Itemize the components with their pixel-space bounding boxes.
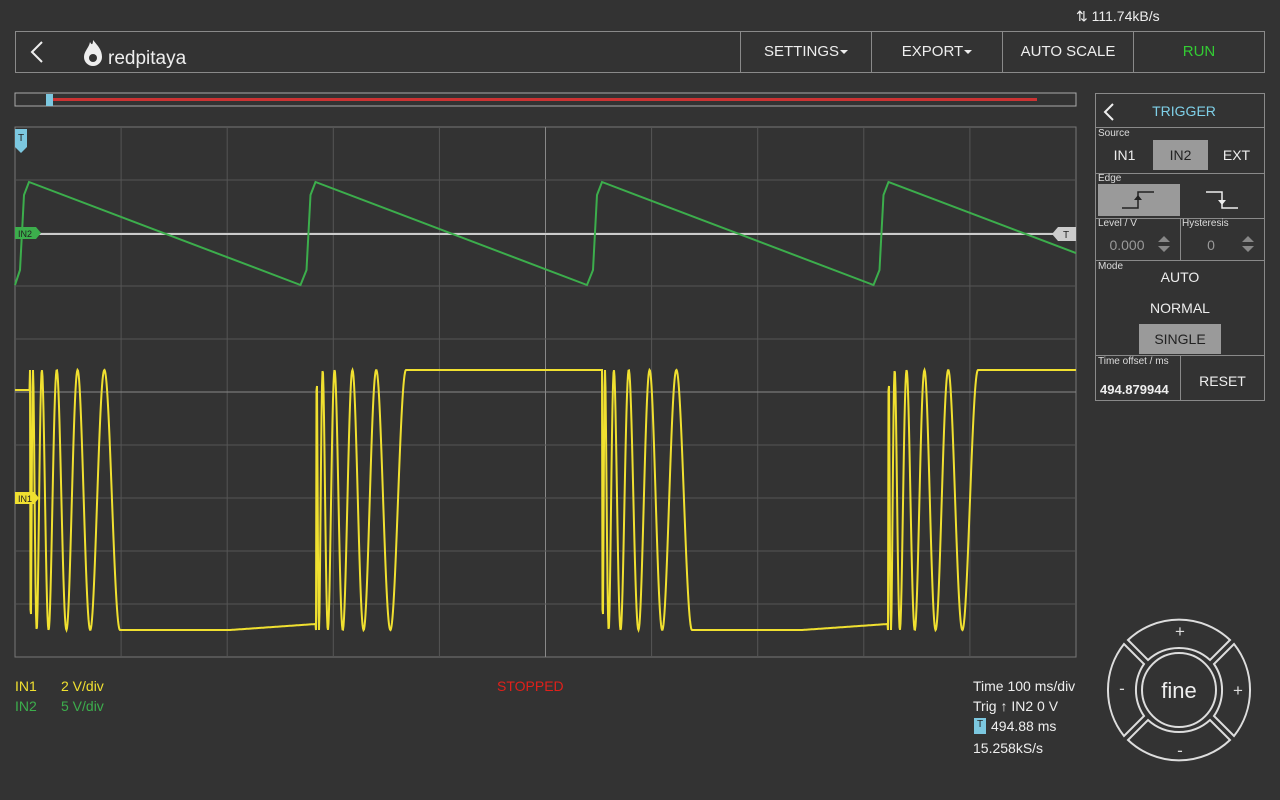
in1-scale: 2 V/div — [61, 678, 104, 694]
menu-label: EXPORT — [901, 43, 964, 60]
jog-right-label: + — [1233, 681, 1243, 700]
offset-value[interactable]: 494.879944 — [1100, 382, 1169, 397]
source-ext[interactable]: EXT — [1222, 147, 1251, 163]
mode-normal[interactable]: NORMAL — [1150, 300, 1210, 316]
source-label: Source — [1098, 128, 1130, 139]
jog-top[interactable] — [1126, 618, 1232, 662]
in2-trace — [14, 180, 1077, 287]
mode-label: Mode — [1098, 261, 1124, 272]
mode-single[interactable]: SINGLE — [1139, 324, 1221, 354]
in1-trace — [15, 366, 1076, 634]
trigger-time-marker[interactable] — [15, 129, 27, 153]
logo-icon — [84, 40, 102, 66]
panel-back[interactable] — [1102, 102, 1116, 122]
hysteresis-spinner[interactable] — [1240, 234, 1256, 254]
auto-scale[interactable]: AUTO SCALE — [1002, 32, 1133, 72]
mode-auto[interactable]: AUTO — [1160, 269, 1200, 285]
marker-label: T — [1063, 230, 1069, 241]
jog-bottom-label: - — [1177, 741, 1183, 760]
settings-menu[interactable]: SETTINGS — [740, 32, 871, 72]
back-button[interactable] — [28, 40, 48, 64]
jog-left[interactable] — [1106, 642, 1146, 738]
header: redpitaya SETTINGS EXPORT AUTO SCALE RUN — [15, 31, 1265, 73]
marker-label: IN2 — [18, 229, 32, 239]
panel-title: TRIGGER — [1152, 103, 1216, 119]
hysteresis-value[interactable]: 0 — [1207, 237, 1215, 253]
jog-wheel: + - fine + - — [1106, 618, 1252, 762]
sample-rate: 15.258kS/s — [973, 740, 1044, 756]
run-status: STOPPED — [497, 678, 564, 694]
time-scale: Time 100 ms/div — [973, 678, 1076, 694]
edge-rising[interactable] — [1098, 184, 1180, 216]
in1-marker[interactable] — [15, 492, 39, 504]
in2-marker[interactable] — [15, 227, 41, 239]
in1-name: IN1 — [15, 678, 37, 694]
jog-right[interactable] — [1212, 642, 1252, 738]
logo-text: redpitaya — [108, 48, 187, 69]
edge-label: Edge — [1098, 173, 1122, 184]
trigger-info: Trig ↑ IN2 0 V — [973, 698, 1059, 714]
reset-button[interactable]: RESET — [1199, 373, 1246, 389]
run-button[interactable]: RUN — [1133, 32, 1264, 72]
trigger-level-marker[interactable] — [1052, 227, 1076, 241]
export-menu[interactable]: EXPORT — [871, 32, 1002, 72]
offset-label: Time offset / ms — [1098, 356, 1169, 367]
level-label: Level / V — [1098, 218, 1137, 229]
offset: 494.88 ms — [991, 718, 1057, 734]
jog-center[interactable] — [1141, 652, 1217, 728]
level-spinner[interactable] — [1156, 234, 1172, 254]
rate: ⇅ 111.74kB/s — [1076, 8, 1160, 24]
rate-value: 111.74kB/s — [1091, 8, 1160, 24]
menu-label: SETTINGS — [763, 43, 839, 60]
scope: T IN2 IN1 T — [14, 92, 1077, 658]
source-in1[interactable]: IN1 — [1113, 147, 1136, 163]
edge-falling[interactable] — [1182, 184, 1264, 216]
timeline — [14, 92, 1077, 107]
jog-bottom[interactable] — [1126, 718, 1232, 762]
in2-scale: 5 V/div — [61, 698, 104, 714]
trigger-panel: TRIGGER Source IN1 IN2 EXT Edge Level / … — [1095, 93, 1265, 401]
jog-left-label: - — [1119, 679, 1125, 698]
jog-top-label: + — [1175, 622, 1185, 641]
hysteresis-label: Hysteresis — [1182, 218, 1229, 229]
offset-icon: T — [974, 718, 986, 734]
level-value[interactable]: 0.000 — [1109, 237, 1145, 253]
in2-name: IN2 — [15, 698, 37, 714]
marker-label: IN1 — [18, 494, 32, 504]
marker-label: T — [18, 133, 24, 144]
timeline-marker[interactable] — [46, 94, 53, 106]
jog-center-label: fine — [1161, 678, 1196, 703]
source-in2[interactable]: IN2 — [1153, 140, 1208, 170]
